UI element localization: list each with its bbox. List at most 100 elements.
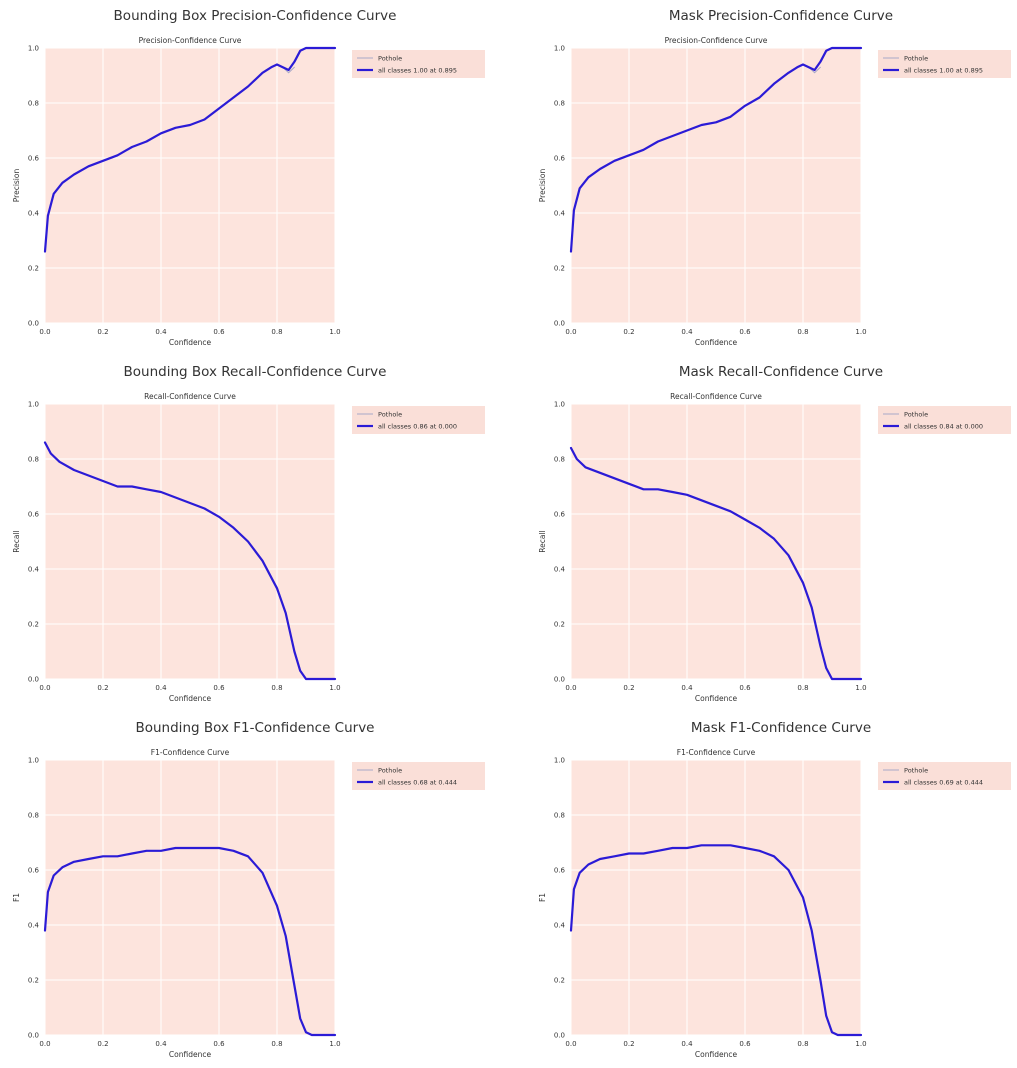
chart-panel: Mask F1-Confidence Curve 0.0 0.2 0.4 0.6 0.8 1… — [526, 712, 1017, 1068]
x-tick-label: 0.2 — [97, 328, 108, 336]
plot-title: Recall-Confidence Curve — [144, 392, 236, 401]
y-tick-label: 1.0 — [554, 45, 565, 53]
x-tick-label: 0.6 — [213, 328, 225, 336]
x-tick-label: 0.8 — [797, 1040, 808, 1048]
legend-label: all classes 0.86 at 0.000 — [378, 423, 457, 431]
y-axis-label: F1 — [12, 893, 21, 902]
legend-label: Pothole — [378, 411, 402, 419]
x-tick-label: 0.0 — [39, 328, 50, 336]
y-tick-label: 0.4 — [554, 922, 566, 930]
legend-label: Pothole — [378, 55, 402, 63]
legend-label: Pothole — [904, 411, 928, 419]
x-tick-label: 0.4 — [681, 684, 693, 692]
chart-svg: 0.0 0.2 0.4 0.6 0.8 1.0 0.0 0.2 0.4 0.6 0.8 1.0 F1-C… — [12, 748, 485, 1059]
y-tick-label: 0.8 — [554, 456, 565, 464]
legend-label: all classes 1.00 at 0.895 — [378, 67, 457, 75]
legend-label: all classes 0.68 at 0.444 — [378, 779, 457, 787]
plot-area — [45, 760, 335, 1035]
y-tick-label: 0.8 — [28, 456, 39, 464]
x-tick-label: 0.6 — [213, 684, 225, 692]
chart-heading: Mask F1-Confidence Curve — [690, 720, 872, 736]
y-tick-label: 0.4 — [28, 922, 40, 930]
y-tick-label: 0.0 — [554, 320, 565, 328]
x-tick-label: 1.0 — [855, 1040, 866, 1048]
chart-panel: Mask Recall-Confidence Curve 0.0 0.2 0.4 0.6… — [526, 356, 1017, 712]
legend-label: Pothole — [904, 767, 928, 775]
legend-label: all classes 0.84 at 0.000 — [904, 423, 983, 431]
chart-panel: Bounding Box Recall-Confidence Curve 0.0 0… — [0, 356, 508, 712]
x-tick-label: 0.4 — [681, 1040, 693, 1048]
y-tick-label: 1.0 — [554, 757, 565, 765]
y-tick-label: 0.2 — [554, 977, 565, 985]
y-tick-label: 0.2 — [28, 621, 39, 629]
x-tick-label: 0.4 — [681, 328, 693, 336]
legend: Pothole all classes 1.00 at 0.895 — [352, 50, 485, 78]
series-line-all-classes — [43, 441, 337, 681]
x-tick-label: 0.0 — [565, 328, 576, 336]
series-line-all-classes — [43, 46, 337, 253]
x-tick-label: 0.2 — [623, 328, 634, 336]
x-tick-label: 0.6 — [739, 684, 751, 692]
y-tick-label: 0.6 — [28, 867, 40, 875]
x-axis-label: Confidence — [695, 1050, 738, 1059]
chart-heading: Bounding Box Precision-Confidence Curve — [113, 8, 397, 24]
legend-box — [352, 50, 485, 78]
x-tick-label: 1.0 — [329, 1040, 340, 1048]
x-tick-label: 0.6 — [213, 1040, 225, 1048]
series-line-all-classes — [569, 844, 863, 1037]
x-tick-label: 0.4 — [155, 328, 167, 336]
x-tick-label: 0.8 — [271, 684, 282, 692]
series-line-all-classes — [569, 446, 863, 681]
x-tick-label: 0.0 — [39, 1040, 50, 1048]
x-tick-label: 0.2 — [623, 1040, 634, 1048]
chart-heading: Mask Precision-Confidence Curve — [668, 8, 894, 24]
y-tick-label: 1.0 — [554, 401, 565, 409]
plot-title: Precision-Confidence Curve — [665, 36, 768, 45]
x-tick-label: 0.0 — [39, 684, 50, 692]
x-tick-label: 0.0 — [565, 684, 576, 692]
y-tick-label: 0.0 — [28, 1032, 39, 1040]
y-tick-label: 0.6 — [554, 511, 566, 519]
x-axis-label: Confidence — [695, 694, 738, 703]
legend: Pothole all classes 0.68 at 0.444 — [352, 762, 485, 790]
chart-heading: Bounding Box F1-Confidence Curve — [135, 720, 375, 736]
legend-box — [878, 762, 1011, 790]
y-axis-label: Recall — [12, 530, 21, 552]
y-axis-label: Precision — [538, 169, 547, 203]
plot-title: Recall-Confidence Curve — [670, 392, 762, 401]
chart-svg: 0.0 0.2 0.4 0.6 0.8 1.0 0.0 0.2 0.4 0.6 0.8 1.0 Reca… — [12, 392, 485, 703]
y-tick-label: 0.0 — [554, 676, 565, 684]
chart-heading: Bounding Box Recall-Confidence Curve — [123, 364, 387, 380]
chart-svg: 0.0 0.2 0.4 0.6 0.8 1.0 0.0 0.2 0.4 0.6 0.8 1.0 Prec… — [538, 36, 1011, 347]
legend: Pothole all classes 0.69 at 0.444 — [878, 762, 1011, 790]
x-tick-label: 0.6 — [739, 328, 751, 336]
y-tick-label: 0.4 — [554, 210, 566, 218]
y-tick-label: 0.6 — [554, 867, 566, 875]
y-tick-label: 0.8 — [554, 100, 565, 108]
y-tick-label: 1.0 — [28, 757, 39, 765]
y-tick-label: 0.4 — [554, 566, 566, 574]
x-tick-label: 0.8 — [797, 684, 808, 692]
x-tick-label: 1.0 — [855, 684, 866, 692]
x-tick-label: 0.2 — [623, 684, 634, 692]
y-tick-label: 0.8 — [28, 100, 39, 108]
x-axis-label: Confidence — [695, 338, 738, 347]
y-tick-label: 1.0 — [28, 401, 39, 409]
chart-panel: Mask Precision-Confidence Curve 0.0 0.2 0.4… — [526, 0, 1017, 356]
plot-area — [45, 404, 335, 679]
legend-label: all classes 0.69 at 0.444 — [904, 779, 983, 787]
y-axis-label: F1 — [538, 893, 547, 902]
legend: Pothole all classes 0.84 at 0.000 — [878, 406, 1011, 434]
y-tick-label: 0.6 — [28, 511, 40, 519]
y-tick-label: 0.0 — [554, 1032, 565, 1040]
y-tick-label: 0.0 — [28, 320, 39, 328]
y-tick-label: 0.0 — [28, 676, 39, 684]
legend-label: all classes 1.00 at 0.895 — [904, 67, 983, 75]
plot-title: F1-Confidence Curve — [151, 748, 230, 757]
chart-heading: Mask Recall-Confidence Curve — [678, 364, 884, 380]
y-tick-label: 0.8 — [28, 812, 39, 820]
legend-box — [878, 50, 1011, 78]
legend-box — [878, 406, 1011, 434]
x-tick-label: 0.0 — [565, 1040, 576, 1048]
